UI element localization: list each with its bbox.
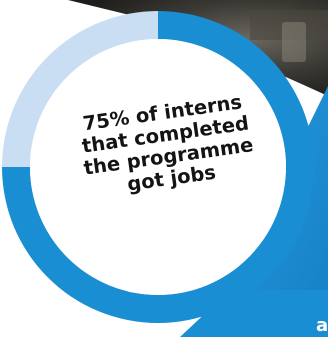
corner-text: a [316, 315, 328, 336]
photo-object [282, 22, 306, 62]
progress-ring [2, 11, 314, 323]
ring-remaining-segment [2, 11, 158, 167]
ring-center [30, 39, 286, 295]
blue-panel-lower [180, 290, 328, 337]
